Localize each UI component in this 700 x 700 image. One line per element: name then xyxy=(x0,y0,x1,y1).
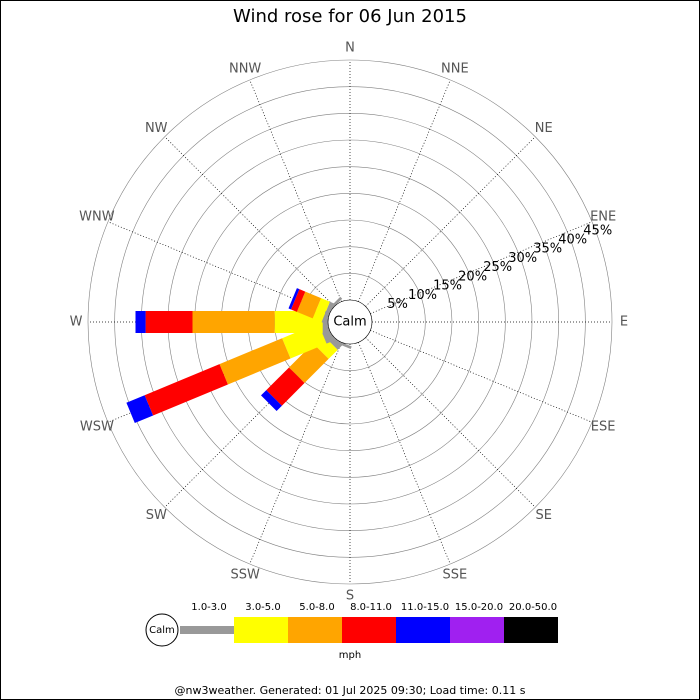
legend-label: 20.0-50.0 xyxy=(509,602,557,613)
legend-swatch xyxy=(180,626,234,634)
bar-segment xyxy=(288,288,300,310)
legend-label: 5.0-8.0 xyxy=(299,602,334,613)
direction-label: WNW xyxy=(79,210,115,225)
direction-label: N xyxy=(345,41,355,56)
legend-calm xyxy=(145,613,179,647)
legend-label: 11.0-15.0 xyxy=(401,602,449,613)
calm-label: Calm xyxy=(333,315,366,330)
legend-label: 1.0-3.0 xyxy=(191,602,226,613)
spoke xyxy=(249,79,342,302)
direction-label: WSW xyxy=(80,419,114,434)
bar-segment xyxy=(145,311,193,333)
legend-unit: mph xyxy=(339,650,361,661)
bar-segment xyxy=(312,298,330,323)
spoke xyxy=(370,221,593,314)
bar-segment xyxy=(289,343,329,383)
direction-label: W xyxy=(70,315,83,330)
r-tick-label: 20% xyxy=(458,269,487,284)
ring xyxy=(87,59,613,585)
footer: @nw3weather. Generated: 01 Jul 2025 09:3… xyxy=(175,684,526,697)
bar-segment xyxy=(261,390,282,411)
direction-label: NNE xyxy=(441,61,469,76)
bar-segment xyxy=(135,311,146,333)
bar-segment xyxy=(126,395,154,423)
r-tick-label: 10% xyxy=(408,288,437,303)
legend-swatch xyxy=(396,617,450,643)
direction-label: SE xyxy=(536,508,552,523)
direction-label: NW xyxy=(145,121,168,136)
legend-label: 15.0-20.0 xyxy=(455,602,503,613)
bar-segment xyxy=(219,338,291,385)
direction-label: SSE xyxy=(442,568,467,583)
bar-segment xyxy=(324,296,343,315)
r-tick-label: 40% xyxy=(558,233,587,248)
r-tick-label: 35% xyxy=(533,242,562,257)
r-tick-label: 45% xyxy=(583,223,612,238)
legend-swatch xyxy=(342,617,396,643)
r-tick-label: 15% xyxy=(433,279,462,294)
chart-title: Wind rose for 06 Jun 2015 xyxy=(233,6,467,27)
bar-segment xyxy=(291,289,306,312)
legend-label: 3.0-5.0 xyxy=(245,602,280,613)
legend-swatch xyxy=(288,617,342,643)
bar-segment xyxy=(266,367,305,406)
direction-label: NE xyxy=(535,121,553,136)
spoke xyxy=(365,337,536,508)
legend-swatch xyxy=(450,617,504,643)
direction-label: NNW xyxy=(229,61,261,76)
bar-segment xyxy=(192,311,275,333)
bar-segment xyxy=(144,364,228,416)
spoke xyxy=(358,342,451,565)
bar-segment xyxy=(296,291,322,319)
direction-label: S xyxy=(346,589,354,604)
direction-label: E xyxy=(620,315,628,330)
legend-swatch xyxy=(504,617,558,643)
r-tick-label: 30% xyxy=(508,251,537,266)
legend-calm-label: Calm xyxy=(149,625,175,636)
direction-label: SW xyxy=(146,508,167,523)
spoke xyxy=(249,342,342,565)
direction-label: ESE xyxy=(591,419,616,434)
direction-label: SSW xyxy=(230,568,260,583)
spoke xyxy=(365,136,536,307)
r-tick-label: 5% xyxy=(387,297,408,312)
legend-swatch xyxy=(234,617,288,643)
spoke xyxy=(358,79,451,302)
spoke xyxy=(164,136,335,307)
calm-circle xyxy=(327,299,373,345)
spoke xyxy=(370,330,593,423)
legend-label: 8.0-11.0 xyxy=(350,602,392,613)
direction-label: ENE xyxy=(590,210,616,225)
